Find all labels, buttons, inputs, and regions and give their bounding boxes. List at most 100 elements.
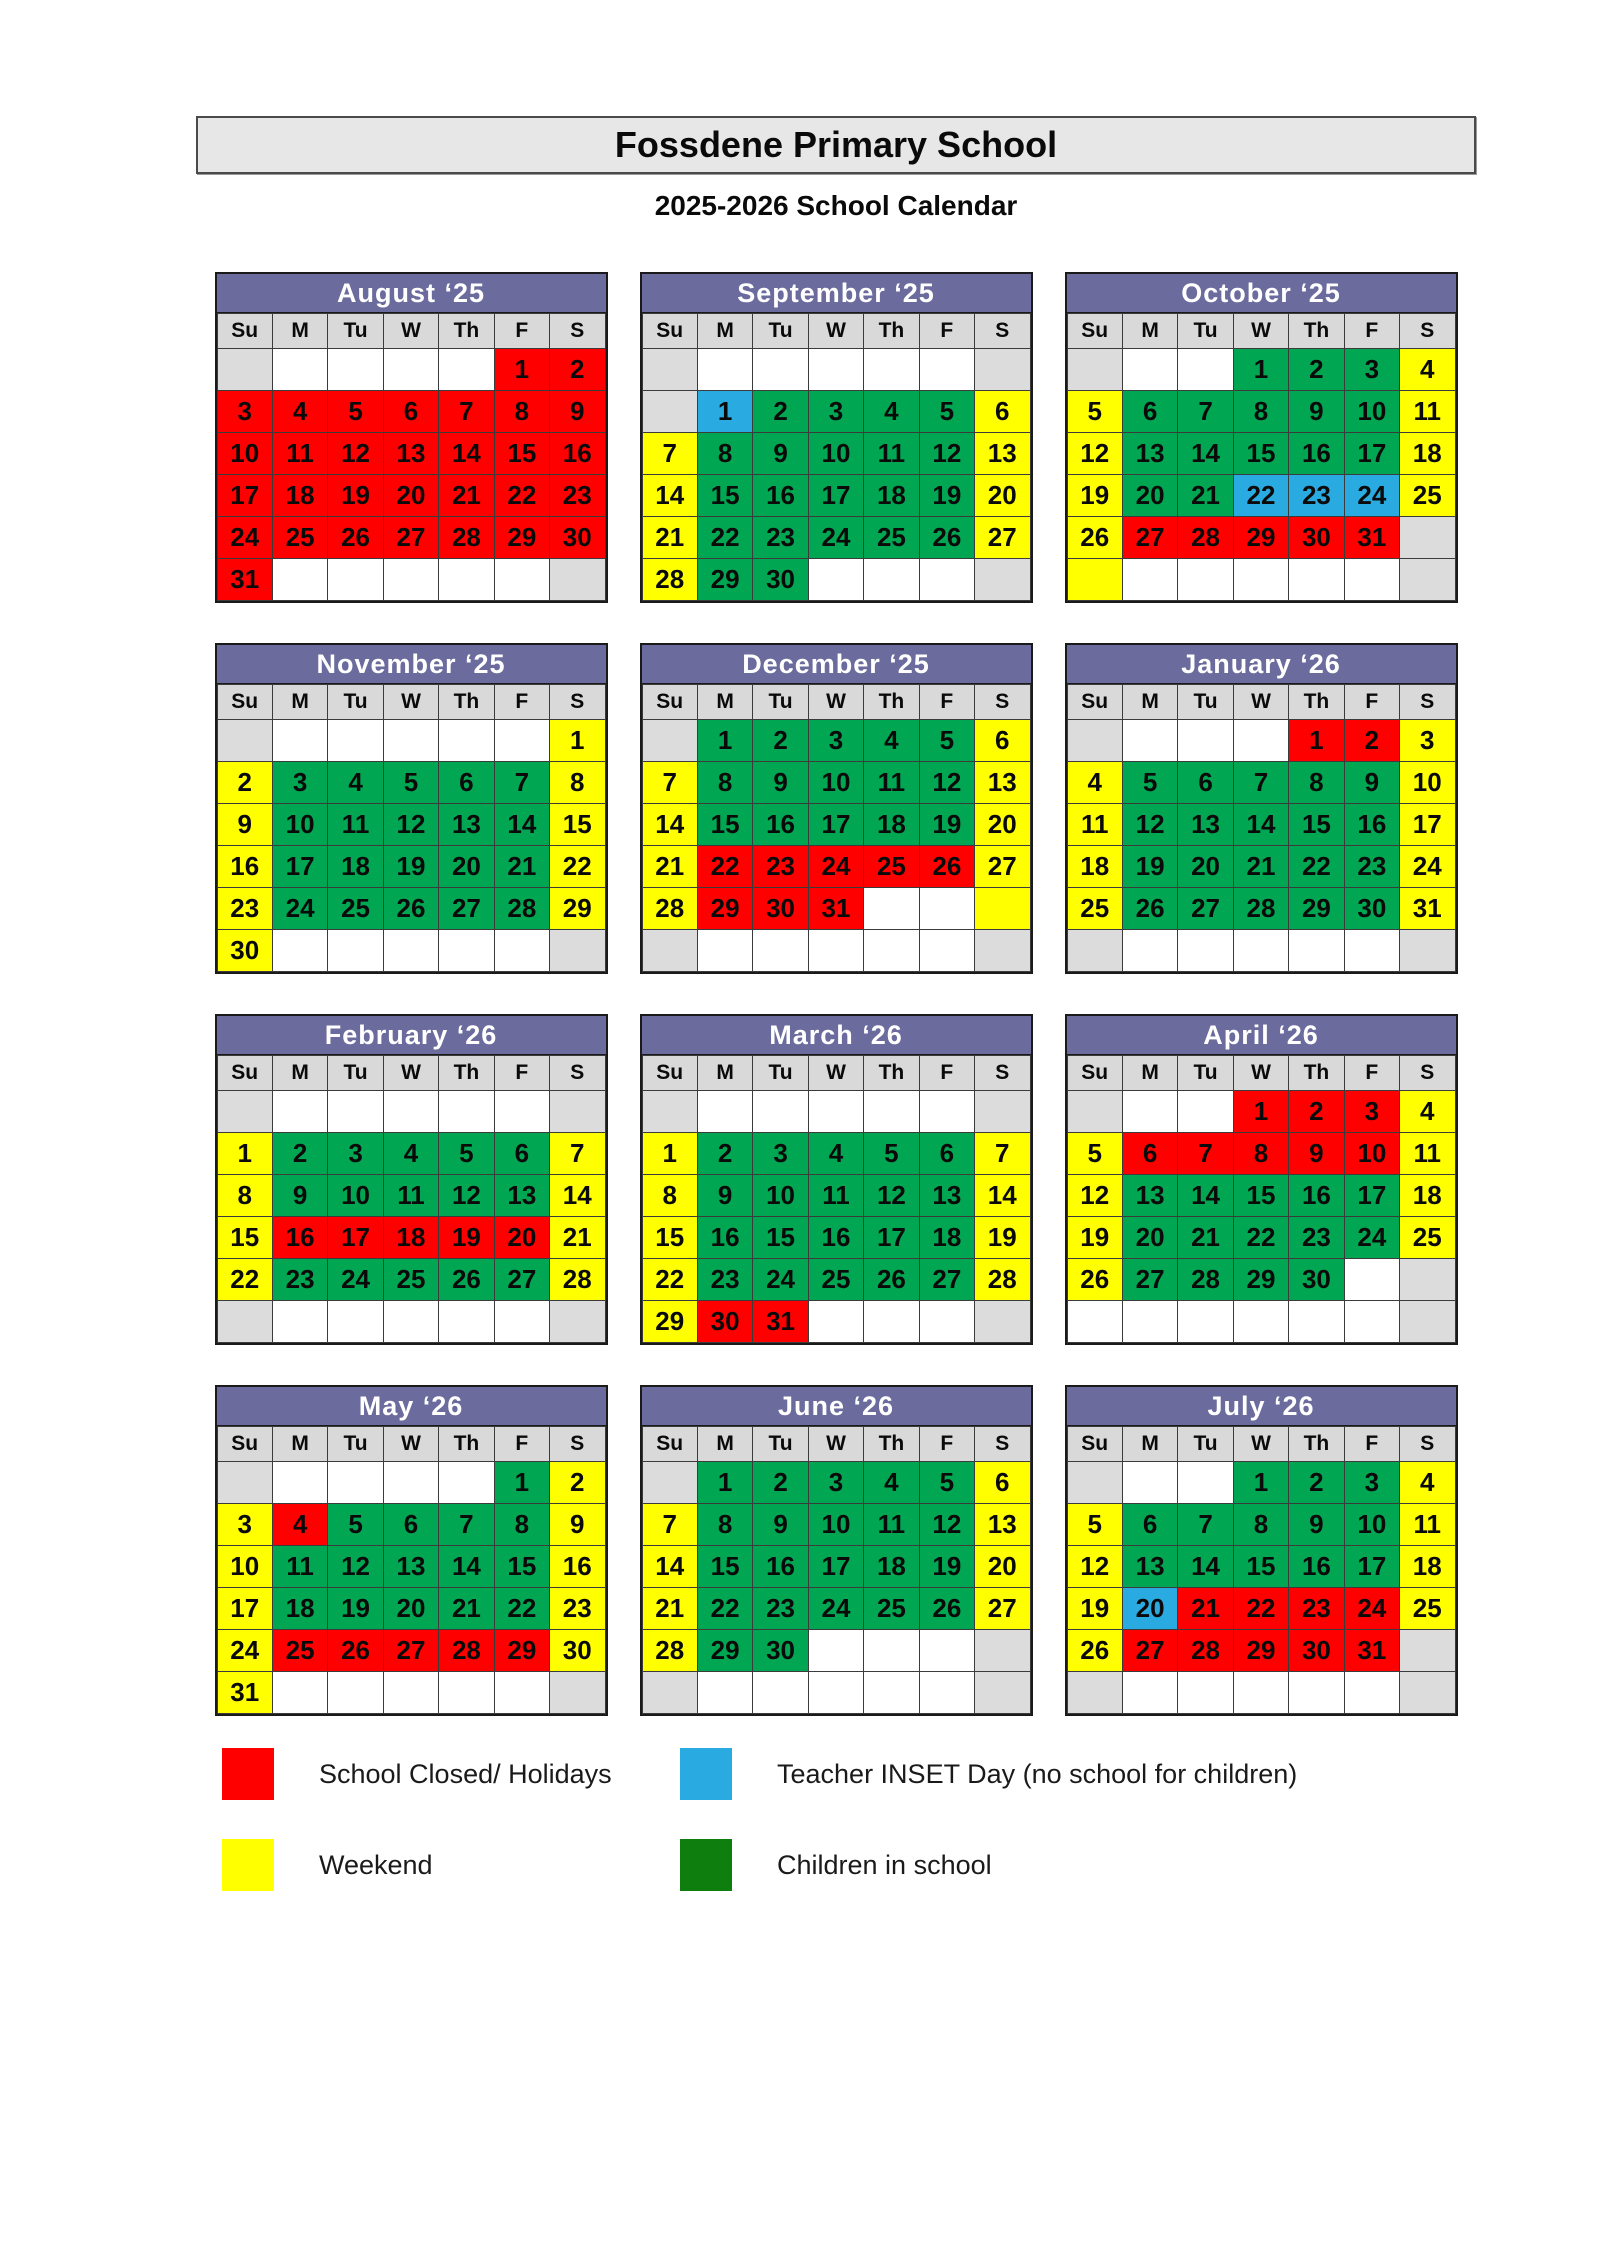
legend-item: Teacher INSET Day (no school for childre… [680, 1748, 1476, 1800]
calendar-cell: 3 [807, 1461, 865, 1504]
month-header: May ‘26 [216, 1387, 606, 1426]
calendar-cell: 18 [1399, 1545, 1456, 1588]
calendar-cell: 17 [807, 803, 865, 846]
calendar-cell: 3 [1343, 348, 1401, 391]
calendar-cell: 14 [641, 1545, 698, 1588]
calendar-cell [863, 558, 920, 601]
calendar-cell [549, 1671, 606, 1714]
calendar-cell: 4 [1399, 1461, 1456, 1504]
calendar-cell: 20 [974, 803, 1031, 846]
page: Fossdene Primary School 2025-2026 School… [196, 0, 1476, 1891]
day-header: S [549, 684, 606, 720]
calendar-cell [1066, 348, 1123, 391]
calendar-cell [1399, 929, 1456, 972]
calendar-cell: 1 [1232, 1461, 1290, 1504]
calendar-cell [438, 719, 495, 762]
calendar-cell: 21 [1232, 845, 1290, 888]
calendar-cell [807, 929, 865, 972]
calendar-cell: 19 [1121, 845, 1179, 888]
calendar-cell: 24 [1343, 474, 1401, 517]
calendar-cell [1232, 1300, 1290, 1343]
calendar-cell: 23 [1288, 1216, 1345, 1259]
month-april-26: April ‘26 Su M Tu W Th F S 1 2 3 4 5 6 7 8 9 10 11 12 13 14 15… [1064, 1014, 1458, 1345]
calendar-cell: 12 [382, 803, 440, 846]
calendar-cell: 21 [1177, 1587, 1234, 1630]
calendar-cell: 18 [382, 1216, 440, 1259]
calendar-cell: 12 [327, 1545, 384, 1588]
calendar-cell: 3 [271, 761, 329, 804]
calendar-cell: 1 [696, 1461, 754, 1504]
calendar-cell: 1 [549, 719, 606, 762]
calendar-cell: 8 [549, 761, 606, 804]
calendar-cell: 13 [493, 1174, 551, 1217]
calendar-cell: 8 [1232, 390, 1290, 433]
calendar-cell: 23 [1288, 474, 1345, 517]
calendar-cell: 3 [807, 719, 865, 762]
calendar-cell: 15 [549, 803, 606, 846]
calendar-cell [327, 1300, 384, 1343]
calendar-cell: 9 [1343, 761, 1401, 804]
calendar-cell: 16 [216, 845, 273, 888]
month-july-26: July ‘26 Su M Tu W Th F S 1 2 3 4 5 6 7 8 9 10 11 12 13 14 15 1… [1064, 1385, 1458, 1716]
calendar-cell [216, 1300, 273, 1343]
calendar-cell [1121, 1461, 1179, 1504]
calendar-cell: 18 [271, 474, 329, 517]
calendar-cell: 16 [1343, 803, 1401, 846]
calendar-cell: 25 [1399, 474, 1456, 517]
calendar-cell: 11 [807, 1174, 865, 1217]
calendar-cell: 13 [1177, 803, 1234, 846]
calendar-cell: 13 [1121, 432, 1179, 475]
calendar-cell: 26 [1066, 1258, 1123, 1301]
calendar-cell [918, 348, 976, 391]
month-june-26: June ‘26 Su M Tu W Th F S 1 2 3 4 5 6 7 8 9 10 11 12 13 14 15 1… [639, 1385, 1033, 1716]
calendar-cell: 16 [752, 803, 809, 846]
calendar-cell: 19 [1066, 1216, 1123, 1259]
calendar-cell: 29 [1288, 887, 1345, 930]
months-grid: August ‘25 Su M Tu W Th F S 1 2 3 4 5 6 7 8 9 10 11 12 13 14 1… [214, 272, 1458, 1716]
calendar-cell [918, 558, 976, 601]
calendar-cell: 18 [271, 1587, 329, 1630]
day-header: Tu [327, 1426, 384, 1462]
calendar-cell [382, 1300, 440, 1343]
calendar-cell: 16 [752, 1545, 809, 1588]
calendar-cell [807, 1671, 865, 1714]
calendar-cell [271, 719, 329, 762]
calendar-cell: 18 [863, 1545, 920, 1588]
day-header: F [918, 313, 976, 349]
month-header: December ‘25 [641, 645, 1031, 684]
calendar-cell: 2 [1288, 348, 1345, 391]
day-header: Su [1066, 1055, 1123, 1091]
calendar-cell: 8 [1288, 761, 1345, 804]
calendar-cell [1288, 1300, 1345, 1343]
calendar-cell: 17 [271, 845, 329, 888]
calendar-cell: 17 [327, 1216, 384, 1259]
calendar-cell: 17 [1343, 432, 1401, 475]
calendar-cell: 15 [1232, 432, 1290, 475]
calendar-cell: 20 [438, 845, 495, 888]
calendar-cell [1066, 1300, 1123, 1343]
calendar-cell: 19 [918, 1545, 976, 1588]
calendar-cell: 5 [1066, 1132, 1123, 1175]
calendar-cell: 3 [1343, 1461, 1401, 1504]
calendar-cell: 17 [1399, 803, 1456, 846]
calendar-cell: 24 [752, 1258, 809, 1301]
calendar-cell: 24 [1399, 845, 1456, 888]
legend-item: Children in school [680, 1839, 1476, 1891]
calendar-cell: 17 [1343, 1174, 1401, 1217]
calendar-cell: 7 [974, 1132, 1031, 1175]
day-header: M [696, 1426, 754, 1462]
calendar-cell: 5 [1121, 761, 1179, 804]
calendar-cell: 4 [807, 1132, 865, 1175]
calendar-cell [752, 1671, 809, 1714]
day-header: S [1399, 313, 1456, 349]
calendar-cell: 10 [1399, 761, 1456, 804]
calendar-cell: 26 [918, 516, 976, 559]
calendar-cell [807, 1629, 865, 1672]
calendar-cell: 27 [974, 845, 1031, 888]
calendar-cell: 5 [1066, 1503, 1123, 1546]
calendar-cell [327, 719, 384, 762]
calendar-cell: 26 [327, 1629, 384, 1672]
calendar-cell [327, 1090, 384, 1133]
calendar-cell: 30 [752, 887, 809, 930]
calendar-cell: 17 [863, 1216, 920, 1259]
